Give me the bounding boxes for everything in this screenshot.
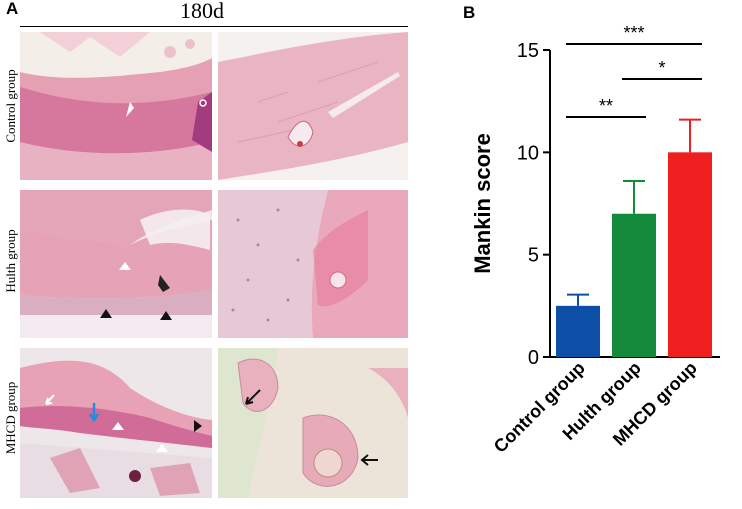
white-arrowhead-icon-2 <box>119 262 131 270</box>
black-arrow-icon-2 <box>360 454 378 466</box>
white-arrowhead-icon-3 <box>112 422 124 430</box>
panel-b: B 0 5 10 15 Mankin score Control group Hulth g… <box>420 0 742 504</box>
micrograph-control-cartilage <box>20 32 212 180</box>
bar-2 <box>668 152 712 357</box>
y-tick-label-2: 10 <box>517 142 539 164</box>
white-arrow-icon <box>45 394 55 405</box>
white-arrowhead-icon <box>126 102 134 117</box>
blue-arrow-icon <box>88 403 100 423</box>
micrograph-hulth-cartilage <box>20 190 212 338</box>
black-arrow-icon <box>245 389 261 405</box>
y-tick-label-0: 0 <box>528 347 539 369</box>
bar-0 <box>556 305 600 357</box>
micrograph-mhcd-cartilage <box>20 348 212 498</box>
panel-a-letter: A <box>6 0 19 18</box>
micrograph-control-bone <box>218 32 408 180</box>
micrograph-mhcd-bone <box>218 348 408 498</box>
row-label-control: Control group <box>3 69 18 143</box>
y-tick-label-3: 15 <box>517 40 539 62</box>
panel-b-letter: B <box>463 3 476 22</box>
significance-label-0: ** <box>599 96 613 116</box>
time-label: 180d <box>180 0 224 23</box>
y-axis-label: Mankin score <box>470 133 495 274</box>
black-arrowhead-icon-2 <box>160 311 172 320</box>
panel-a: A 180d Control group Hulth group MHCD gr… <box>3 0 408 498</box>
significance-label-2: *** <box>623 23 644 43</box>
black-arrowhead-icon-3 <box>194 420 202 432</box>
y-tick-label-1: 5 <box>528 245 539 267</box>
time-label-underline <box>20 26 408 27</box>
white-arrowhead-icon-4 <box>156 444 168 452</box>
row-label-hulth: Hulth group <box>3 229 18 293</box>
black-arrowhead-icon <box>100 309 112 318</box>
significance-label-1: * <box>658 58 665 78</box>
micrograph-hulth-bone <box>218 190 408 338</box>
circle-marker-icon <box>199 99 207 107</box>
row-label-mhcd: MHCD group <box>3 381 18 455</box>
bar-1 <box>612 213 656 357</box>
